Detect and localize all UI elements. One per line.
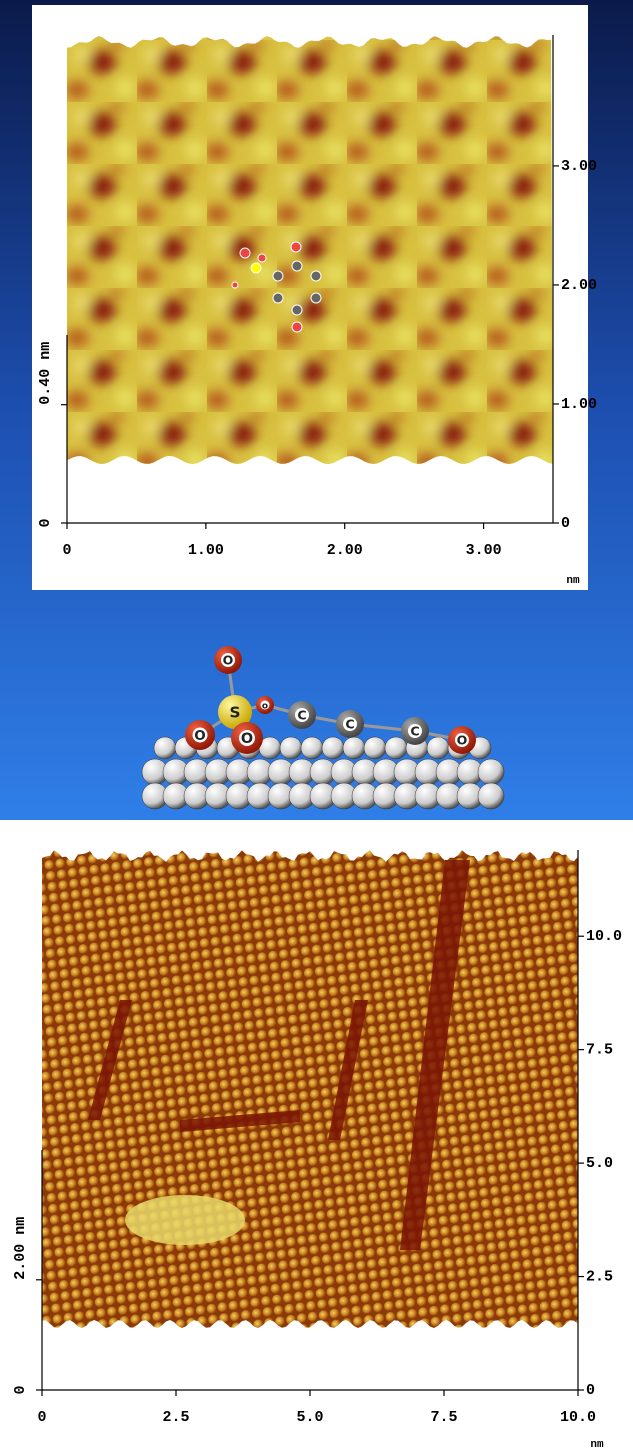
right-tick-label: 7.5 <box>586 1042 613 1059</box>
x-tick-label: 7.5 <box>430 1409 457 1426</box>
atom-label: O <box>457 733 468 748</box>
left-tick-label: 2.00 nm <box>12 1217 29 1280</box>
right-tick-label: 2.5 <box>586 1269 613 1286</box>
substrate-atom <box>478 759 504 785</box>
atom-label: O <box>194 728 205 744</box>
right-tick-label: 2.00 <box>561 277 597 294</box>
right-tick-label: 1.00 <box>561 396 597 413</box>
substrate-atom <box>478 783 504 809</box>
x-tick-label: 1.00 <box>188 542 224 559</box>
x-tick-label: 2.00 <box>327 542 363 559</box>
x-tick-label: 0 <box>37 1409 46 1426</box>
unit-label: nm <box>566 575 580 587</box>
right-tick-label: 0 <box>586 1382 595 1399</box>
substrate-atom <box>154 737 176 759</box>
atom-label: O <box>223 653 234 668</box>
substrate-atom <box>301 737 323 759</box>
stm-image <box>42 850 578 1328</box>
x-tick-label: 10.0 <box>560 1409 596 1426</box>
left-tick-label: 0 <box>37 518 54 527</box>
right-tick-label: 3.00 <box>561 158 597 175</box>
x-tick-label: 3.00 <box>466 542 502 559</box>
x-tick-label: 5.0 <box>296 1409 323 1426</box>
right-tick-label: 10.0 <box>586 928 622 945</box>
stm-image <box>67 36 553 464</box>
atom-label: o <box>262 702 268 712</box>
x-tick-label: 2.5 <box>162 1409 189 1426</box>
atom-label: C <box>297 708 306 723</box>
left-tick-label: 0 <box>12 1385 29 1394</box>
atom-label: C <box>345 717 354 732</box>
substrate-atom <box>343 737 365 759</box>
atom-label: C <box>410 724 419 739</box>
atom-label: S <box>229 704 240 722</box>
unit-label: nm <box>590 1439 604 1451</box>
substrate-atom <box>385 737 407 759</box>
substrate-atom <box>427 737 449 759</box>
x-tick-label: 0 <box>62 542 71 559</box>
substrate-atom <box>364 737 386 759</box>
substrate-atom <box>280 737 302 759</box>
atom-label: O <box>241 731 253 747</box>
right-tick-label: 0 <box>561 515 570 532</box>
substrate-atom <box>322 737 344 759</box>
figure: OSoCCCOOO 01.002.003.0001.002.003.0000.4… <box>0 0 633 1452</box>
left-tick-label: 0.40 nm <box>37 342 54 405</box>
right-tick-label: 5.0 <box>586 1155 613 1172</box>
